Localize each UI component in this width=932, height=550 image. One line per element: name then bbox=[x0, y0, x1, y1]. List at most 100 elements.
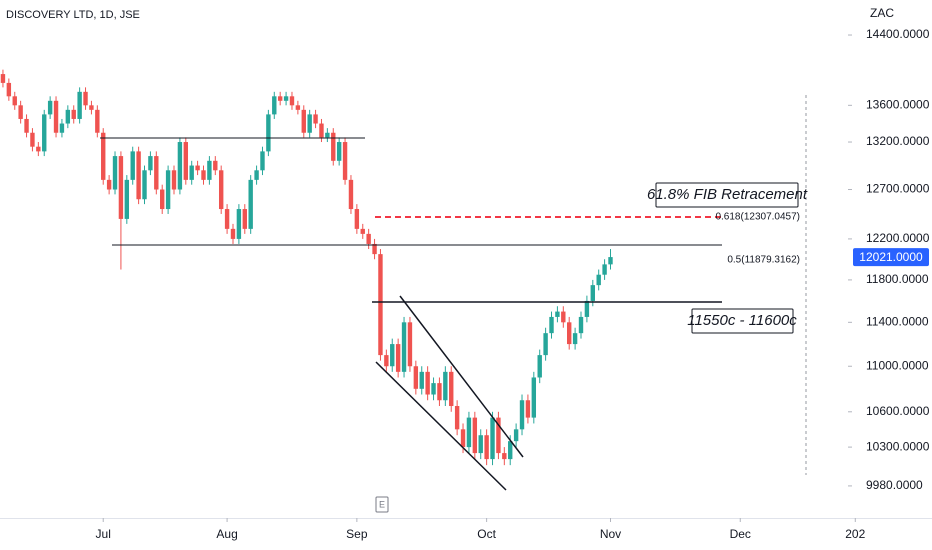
candle-body bbox=[47, 100, 53, 115]
candle-body bbox=[59, 123, 65, 133]
candle-body bbox=[443, 371, 448, 401]
candle-body bbox=[24, 118, 29, 133]
y-tick-label: 11400.0000 bbox=[866, 314, 929, 328]
y-tick-label: 13200.0000 bbox=[866, 134, 930, 148]
candle-body bbox=[142, 170, 147, 200]
candle-body bbox=[384, 355, 389, 367]
candle-body bbox=[36, 146, 41, 152]
candle-body bbox=[336, 142, 342, 161]
candle-body bbox=[519, 400, 525, 430]
candle-body bbox=[525, 400, 531, 418]
candle-body bbox=[218, 170, 224, 210]
candle-body bbox=[95, 109, 100, 133]
x-tick-label: 202 bbox=[845, 527, 865, 541]
candle-body bbox=[295, 105, 301, 110]
candle-body bbox=[118, 156, 124, 219]
candle-body bbox=[189, 165, 194, 180]
candle-body bbox=[136, 151, 141, 200]
candle-body bbox=[230, 228, 236, 239]
y-tick-label: 11800.0000 bbox=[866, 272, 929, 286]
chart-title: DISCOVERY LTD, 1D, JSE bbox=[6, 9, 140, 21]
candle-body bbox=[18, 105, 23, 119]
candle-body bbox=[277, 96, 283, 101]
candle-body bbox=[154, 156, 159, 190]
candle-body bbox=[183, 142, 189, 180]
candle-body bbox=[578, 316, 584, 334]
currency-label: ZAC bbox=[870, 6, 894, 20]
candle-body bbox=[596, 274, 601, 286]
candle-body bbox=[254, 170, 259, 180]
candle-body bbox=[213, 160, 218, 171]
candle-body bbox=[207, 160, 212, 180]
annotation: 61.8% FIB Retracement bbox=[647, 186, 808, 203]
candle-body bbox=[590, 285, 595, 301]
candle-body bbox=[130, 151, 135, 180]
candle-body bbox=[460, 429, 466, 448]
candle-body bbox=[77, 91, 82, 119]
annotation: 0.5(11879.3162) bbox=[727, 255, 800, 266]
x-tick-label: Sep bbox=[346, 527, 368, 541]
candle-body bbox=[395, 344, 401, 372]
candle-body bbox=[124, 179, 130, 219]
candle-body bbox=[106, 179, 112, 190]
x-tick-label: Dec bbox=[730, 527, 751, 541]
candle-body bbox=[283, 96, 289, 101]
y-tick-label: 9980.0000 bbox=[866, 478, 923, 492]
y-tick-label: 10300.0000 bbox=[866, 439, 930, 453]
candle-body bbox=[260, 151, 265, 171]
candle-body bbox=[425, 371, 430, 395]
candle-body bbox=[6, 82, 12, 97]
candle-body bbox=[101, 132, 106, 180]
last-price-label: 12021.0000 bbox=[859, 250, 923, 264]
candle-body bbox=[112, 156, 118, 190]
candle-body bbox=[466, 417, 472, 448]
candle-body bbox=[431, 383, 436, 395]
candle-body bbox=[201, 170, 206, 180]
wedge-lower-line bbox=[375, 361, 507, 491]
y-tick-label: 12700.0000 bbox=[866, 182, 930, 196]
candle-body bbox=[478, 435, 483, 454]
x-tick-label: Nov bbox=[600, 527, 621, 541]
candle-body bbox=[549, 316, 554, 334]
y-tick-label: 13600.0000 bbox=[866, 97, 930, 111]
candle-body bbox=[236, 209, 242, 239]
candle-body bbox=[484, 435, 489, 460]
candle-body bbox=[537, 355, 542, 378]
candle-body bbox=[366, 233, 371, 244]
candle-body bbox=[561, 311, 566, 323]
y-tick-label: 14400.0000 bbox=[866, 27, 930, 41]
last-price-box bbox=[853, 248, 929, 267]
candle-body bbox=[567, 322, 572, 345]
candle-body bbox=[53, 100, 59, 133]
candle-body bbox=[437, 383, 442, 401]
candle-body bbox=[148, 156, 153, 171]
candle-body bbox=[71, 109, 76, 119]
candle-body bbox=[12, 96, 17, 106]
x-tick-label: Oct bbox=[477, 527, 496, 541]
candle-body bbox=[496, 417, 501, 454]
candle-body bbox=[313, 114, 318, 124]
candle-body bbox=[242, 209, 247, 229]
candle-body bbox=[177, 142, 183, 190]
candle-body bbox=[171, 170, 177, 190]
y-tick-label: 11000.0000 bbox=[866, 358, 929, 372]
annotation-box bbox=[375, 496, 389, 513]
candle-body bbox=[531, 377, 537, 418]
candle-body bbox=[195, 165, 200, 171]
candle-body bbox=[378, 254, 383, 356]
candle-body bbox=[513, 429, 519, 442]
candle-body bbox=[372, 243, 377, 255]
candle-body bbox=[508, 441, 513, 460]
candle-body bbox=[160, 189, 165, 210]
drawings bbox=[100, 95, 807, 491]
candle-body bbox=[572, 333, 578, 345]
candle-body bbox=[301, 109, 306, 133]
candle-body bbox=[331, 132, 336, 161]
candle-body bbox=[449, 371, 454, 407]
candle-body bbox=[360, 228, 365, 234]
candle-body bbox=[165, 170, 171, 210]
candle-body bbox=[608, 257, 613, 265]
candle-body bbox=[472, 417, 478, 454]
